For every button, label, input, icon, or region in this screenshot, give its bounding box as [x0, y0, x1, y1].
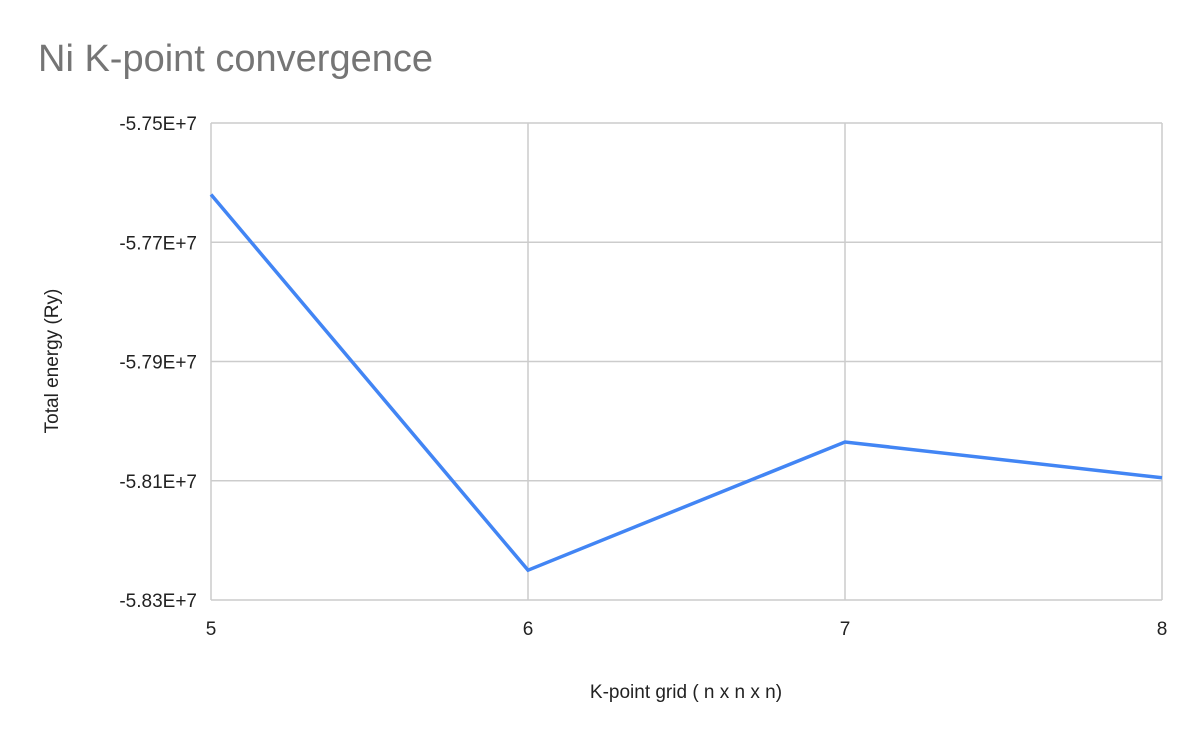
x-tick-label: 7: [840, 619, 851, 640]
y-tick-label: -5.77E+7: [119, 233, 197, 254]
y-tick-label: -5.81E+7: [119, 472, 197, 493]
y-tick-label: -5.79E+7: [119, 353, 197, 374]
x-tick-label: 6: [523, 619, 534, 640]
grid: [210, 122, 1163, 601]
chart-title: Ni K-point convergence: [38, 38, 433, 80]
series-line-0: [209, 193, 1163, 573]
x-tick-label: 5: [206, 619, 217, 640]
series-layer: [209, 193, 1163, 573]
x-axis-title: K-point grid ( n x n x n): [590, 682, 782, 703]
y-axis-ticks: -5.75E+7 -5.77E+7 -5.79E+7 -5.81E+7 -5.83E+7: [119, 114, 197, 612]
x-tick-label: 8: [1157, 619, 1168, 640]
y-axis-title: Total energy (Ry): [42, 289, 63, 434]
y-tick-label: -5.75E+7: [119, 114, 197, 135]
x-axis-ticks: 5 6 7 8: [206, 619, 1168, 640]
y-tick-label: -5.83E+7: [119, 591, 197, 612]
